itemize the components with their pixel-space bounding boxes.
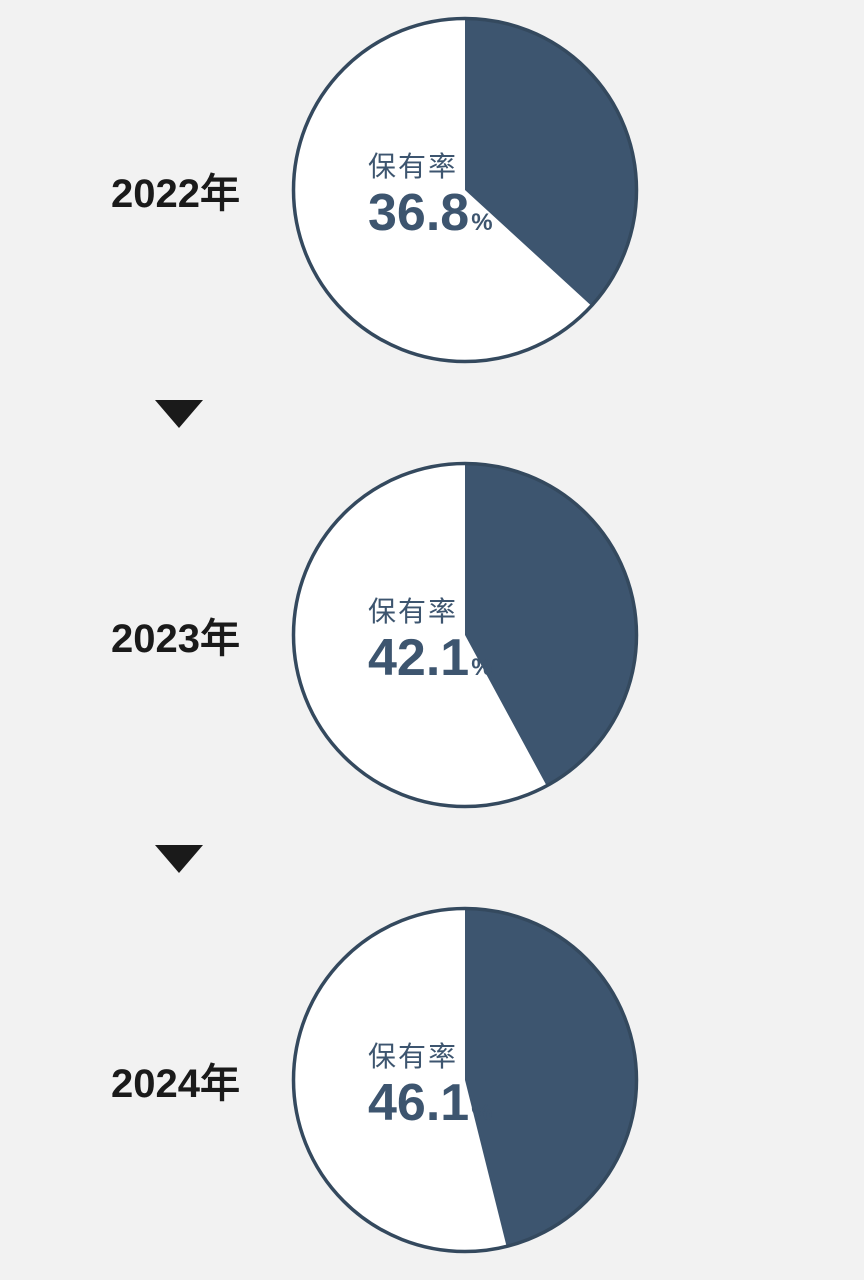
pie-label-unit: %	[471, 209, 492, 236]
year-label: 2024年	[60, 1051, 240, 1109]
pie-label-value-wrap: 36.8%	[368, 185, 493, 242]
chart-row-2024: 2024年 保有率 46.1%	[60, 905, 640, 1255]
pie-center-label: 保有率 36.8%	[368, 145, 493, 242]
pie-center-label: 保有率 42.1%	[368, 590, 493, 687]
pie-center-label: 保有率 46.1%	[368, 1035, 493, 1132]
pie-label-value-wrap: 42.1%	[368, 630, 493, 687]
year-label: 2022年	[60, 161, 240, 219]
pie-label-value: 42.1	[368, 629, 469, 687]
pie-label-unit: %	[471, 1099, 492, 1126]
pie-chart-2024: 保有率 46.1%	[290, 905, 640, 1255]
pie-label-value: 36.8	[368, 184, 469, 242]
pie-label-value-wrap: 46.1%	[368, 1075, 493, 1132]
pie-label-title: 保有率	[368, 145, 493, 185]
pie-chart-2022: 保有率 36.8%	[290, 15, 640, 365]
pie-label-unit: %	[471, 654, 492, 681]
year-label: 2023年	[60, 606, 240, 664]
down-arrow-icon	[155, 400, 203, 428]
pie-label-value: 46.1	[368, 1074, 469, 1132]
chart-row-2022: 2022年 保有率 36.8%	[60, 15, 640, 365]
pie-label-title: 保有率	[368, 590, 493, 630]
down-arrow-icon	[155, 845, 203, 873]
pie-chart-2023: 保有率 42.1%	[290, 460, 640, 810]
pie-label-title: 保有率	[368, 1035, 493, 1075]
chart-row-2023: 2023年 保有率 42.1%	[60, 460, 640, 810]
